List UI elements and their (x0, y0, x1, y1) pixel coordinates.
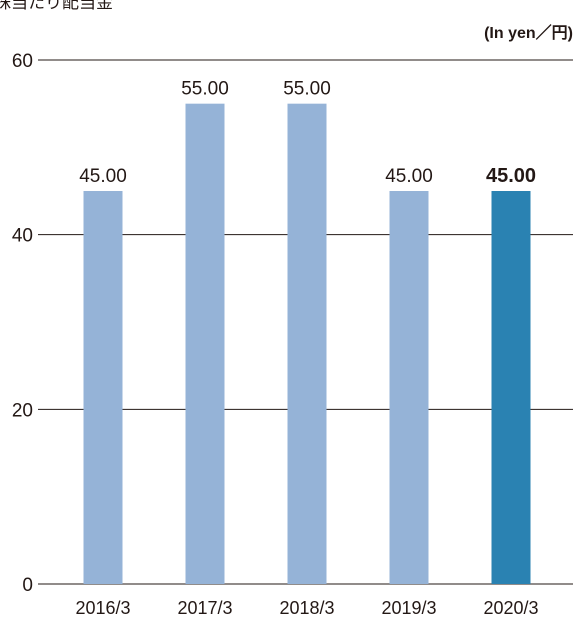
y-tick-label-20: 20 (12, 400, 33, 421)
y-tick-label-0: 0 (22, 575, 33, 596)
data-labels: 45.00 55.00 55.00 45.00 45.00 (79, 79, 536, 187)
data-label-2020/3: 45.00 (486, 165, 536, 187)
y-axis-tick-labels: 0 20 40 60 (12, 51, 33, 596)
data-label-2018/3: 55.00 (283, 79, 331, 100)
y-tick-label-60: 60 (12, 51, 33, 72)
x-category-label-2016/3: 2016/3 (75, 598, 130, 617)
bar-2019/3 (389, 191, 429, 584)
x-category-label-2020/3: 2020/3 (483, 598, 538, 617)
x-category-label-2017/3: 2017/3 (177, 598, 232, 617)
x-category-label-2018/3: 2018/3 (279, 598, 334, 617)
bars (83, 103, 531, 585)
x-category-label-2019/3: 2019/3 (381, 598, 436, 617)
bar-2016/3 (83, 191, 123, 584)
x-axis-category-labels: 2016/3 2017/3 2018/3 2019/3 2020/3 (75, 598, 538, 617)
data-label-2017/3: 55.00 (181, 79, 229, 100)
bar-2020/3 (491, 191, 531, 584)
data-label-2016/3: 45.00 (79, 166, 127, 187)
data-label-2019/3: 45.00 (385, 166, 433, 187)
bar-2018/3 (287, 103, 327, 585)
bar-2017/3 (185, 103, 225, 585)
unit-label: (In yen／円) (484, 24, 573, 42)
page-title: 株当たり配当金 (0, 0, 113, 13)
y-tick-label-40: 40 (12, 226, 33, 247)
